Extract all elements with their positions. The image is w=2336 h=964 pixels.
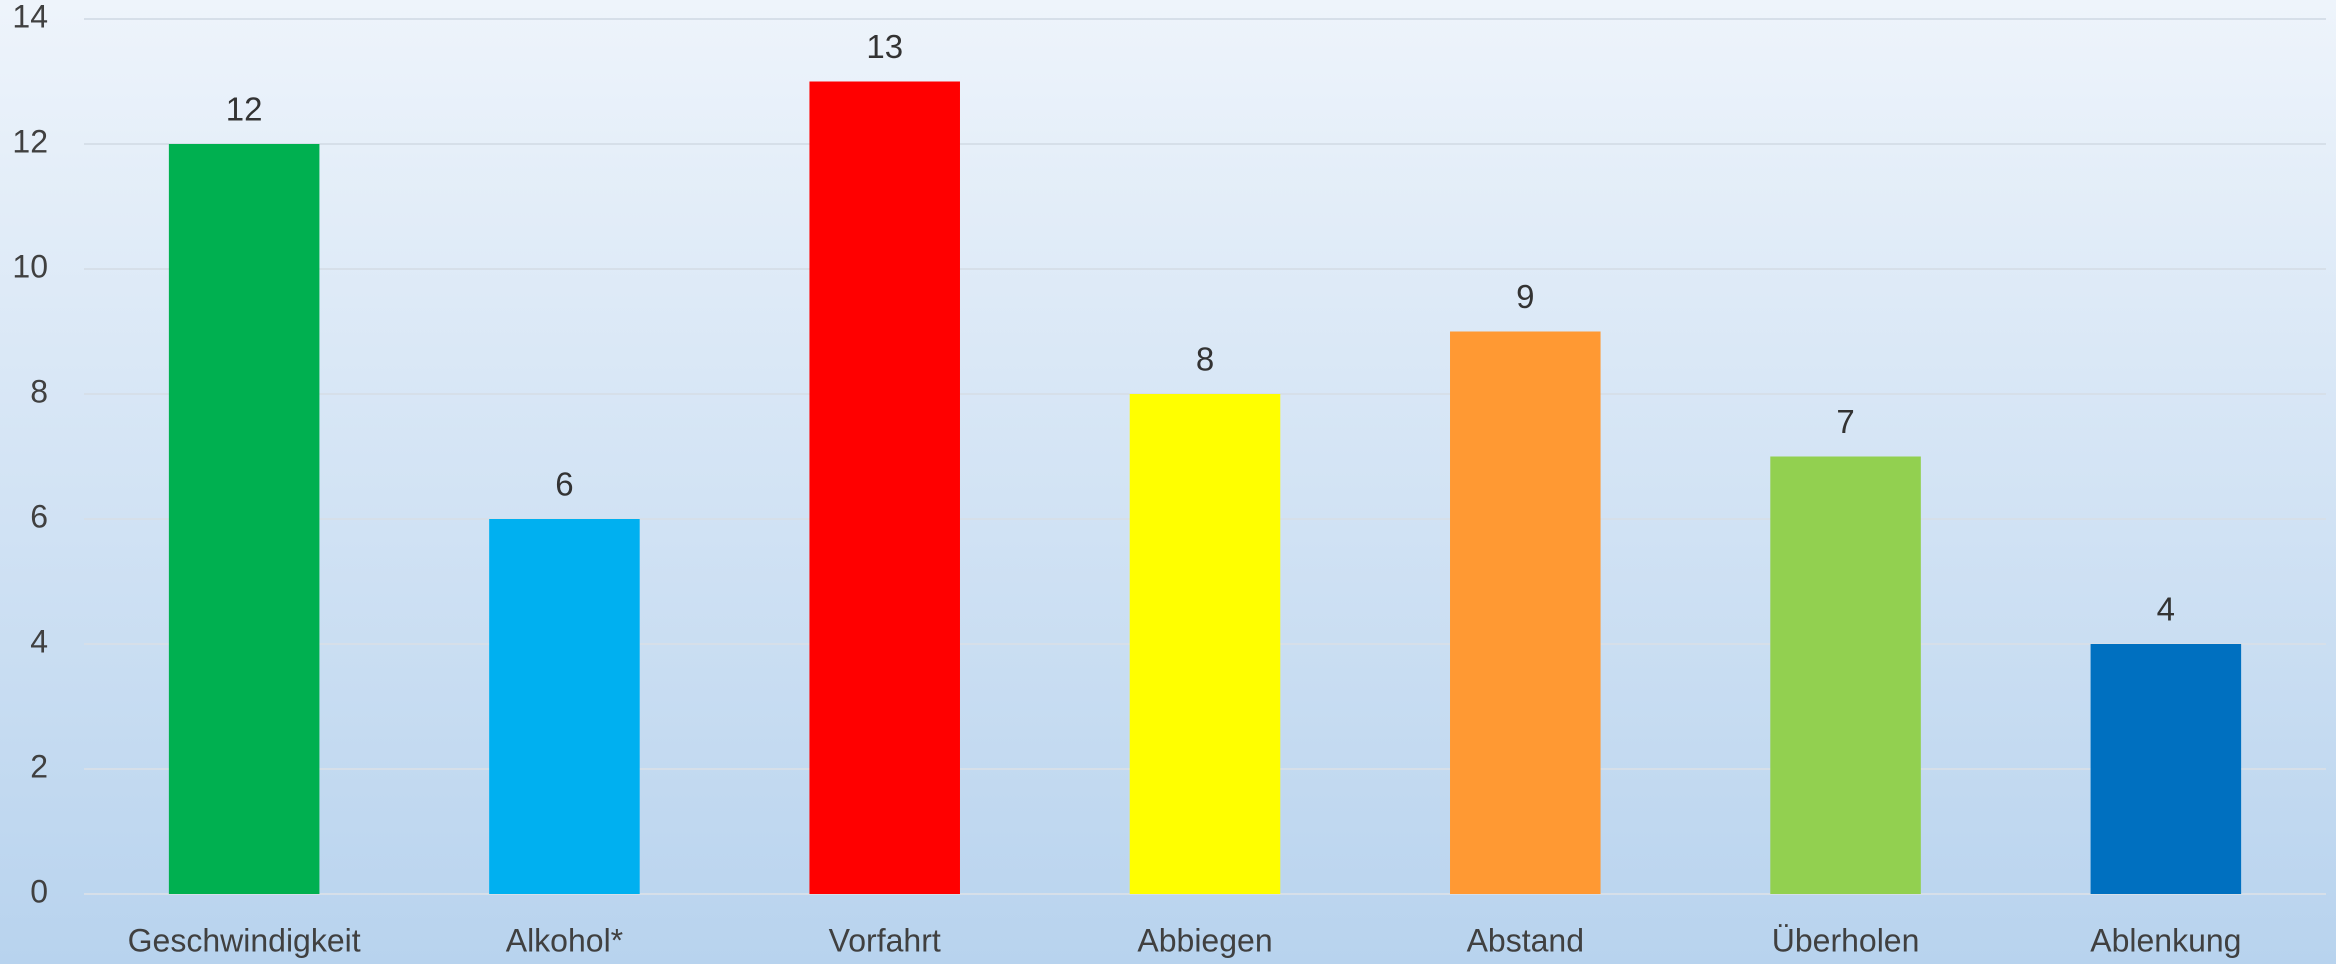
data-label: 6 bbox=[555, 466, 573, 503]
y-tick-label: 8 bbox=[30, 373, 48, 409]
data-label: 7 bbox=[1836, 403, 1854, 440]
bar bbox=[1450, 331, 1601, 894]
x-tick-label: Abbiegen bbox=[1137, 922, 1272, 958]
data-label: 9 bbox=[1516, 278, 1534, 315]
x-tick-label: Ablenkung bbox=[2090, 922, 2241, 958]
x-tick-label: Abstand bbox=[1467, 922, 1584, 958]
y-tick-label: 10 bbox=[12, 248, 48, 284]
data-label: 12 bbox=[226, 91, 263, 128]
bar bbox=[1129, 394, 1281, 894]
y-tick-label: 2 bbox=[30, 748, 48, 784]
data-label: 13 bbox=[866, 28, 903, 65]
y-tick-label: 0 bbox=[30, 873, 48, 909]
x-tick-label: Überholen bbox=[1772, 922, 1920, 958]
data-label: 4 bbox=[2157, 591, 2175, 628]
y-tick-label: 4 bbox=[30, 623, 48, 659]
x-tick-label: Alkohol* bbox=[506, 922, 623, 958]
data-label: 8 bbox=[1196, 341, 1214, 378]
y-tick-label: 6 bbox=[30, 498, 48, 534]
y-tick-label: 14 bbox=[12, 0, 48, 34]
x-tick-label: Geschwindigkeit bbox=[128, 922, 361, 958]
x-tick-label: Vorfahrt bbox=[829, 922, 941, 958]
bar bbox=[2090, 644, 2242, 894]
y-tick-label: 12 bbox=[12, 123, 48, 159]
bar bbox=[809, 81, 960, 894]
bar bbox=[489, 519, 640, 894]
bar bbox=[168, 144, 320, 894]
bar bbox=[1770, 456, 1921, 894]
